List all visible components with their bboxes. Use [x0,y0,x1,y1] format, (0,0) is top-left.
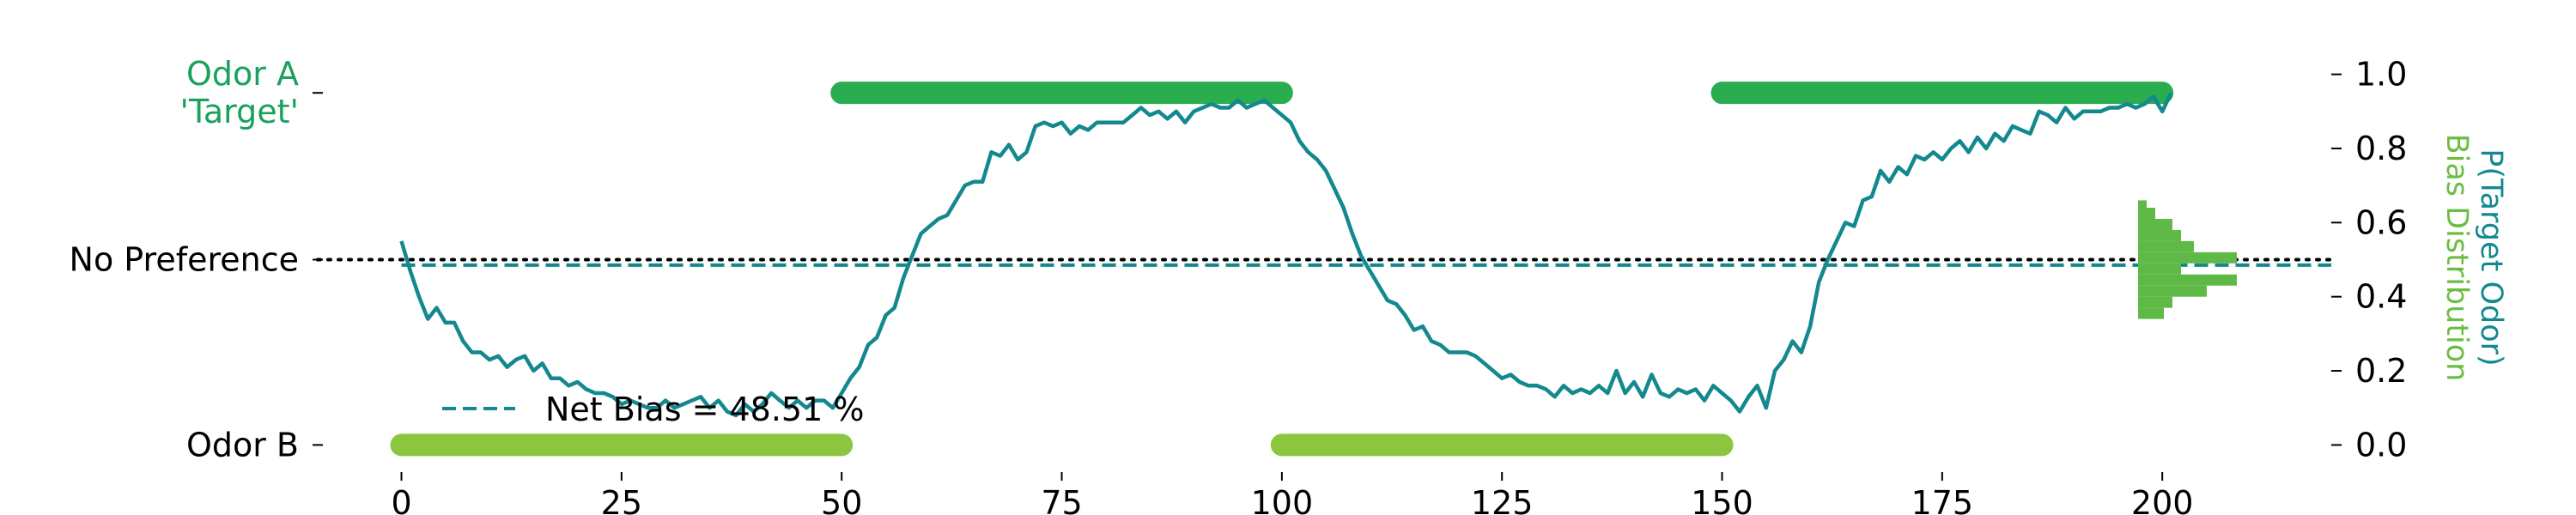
left-axis: Odor B No Preference Odor A'Target' [70,55,323,464]
x-tick-label: 200 [2131,484,2194,515]
histogram-bar [2138,208,2155,219]
x-axis: 0 25 50 75 100 125 150 175 200 [391,472,2193,515]
x-tick-label: 125 [1471,484,1534,515]
x-tick-label: 0 [391,484,411,515]
histogram-bar [2138,200,2147,209]
x-tick-label: 75 [1041,484,1082,515]
right-tick-label: 0.0 [2355,426,2407,464]
histogram-bar [2138,285,2207,297]
histogram-bar [2138,251,2237,264]
series-layer [399,92,2173,418]
histogram-bar [2138,229,2181,241]
x-tick-label: 50 [821,484,862,515]
legend-label: Net Bias = 48.51 % [545,391,864,428]
legend: Net Bias = 48.51 % [442,391,864,428]
left-tick-label: Odor B [186,426,299,464]
right-axis-label-inner: Bias Distribution [2439,134,2474,382]
right-tick-label: 1.0 [2355,56,2407,94]
odor-blocks [390,82,2174,457]
left-tick-label: 'Target' [180,93,299,130]
histogram-bar [2138,307,2164,319]
right-tick-label: 0.6 [2355,203,2407,241]
target-probability-line [399,92,2173,418]
right-tick-label: 0.4 [2355,278,2407,316]
histogram-bar [2138,263,2181,275]
left-tick-label: Odor A [186,55,299,93]
x-tick-label: 175 [1911,484,1974,515]
reference-lines [316,258,2333,267]
right-tick-label: 0.2 [2355,352,2407,390]
x-tick-label: 150 [1691,484,1753,515]
histogram-bar [2138,274,2237,286]
left-tick-label: No Preference [70,241,299,279]
right-axis-label-outer: P(Target Odor) [2474,148,2508,366]
right-axis: P(Target Odor) Bias Distribution 0.0 0.2 0… [2331,56,2508,464]
right-tick-label: 0.8 [2355,130,2407,167]
x-tick-label: 25 [601,484,642,515]
histogram-bar [2138,296,2172,308]
bias-histogram [2138,200,2237,319]
histogram-bar [2138,240,2194,252]
x-tick-label: 100 [1251,484,1314,515]
histogram-bar [2138,219,2172,230]
